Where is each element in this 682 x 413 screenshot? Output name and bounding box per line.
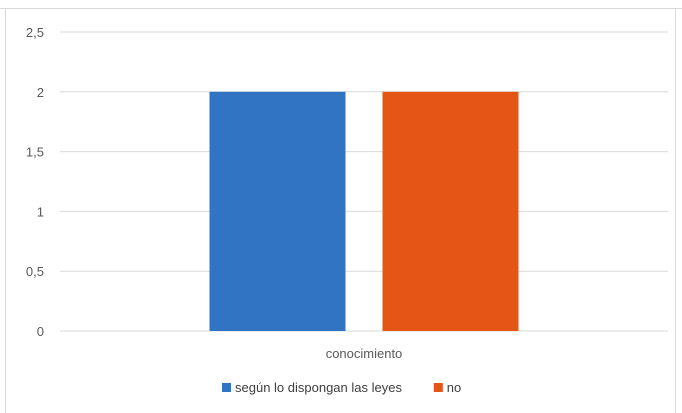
y-tick-label: 2 <box>37 85 44 100</box>
y-tick-label: 0 <box>37 324 44 339</box>
y-tick-label: 0,5 <box>26 264 44 279</box>
y-tick-label: 2,5 <box>26 25 44 40</box>
x-category-label: conocimiento <box>326 346 403 361</box>
y-tick-label: 1,5 <box>26 145 44 160</box>
bars <box>209 91 519 331</box>
gridlines <box>60 31 668 332</box>
frame-border-top <box>0 8 682 9</box>
frame-border-left <box>5 8 6 413</box>
frame-border-right <box>675 8 676 413</box>
legend-label: según lo dispongan las leyes <box>235 380 402 395</box>
y-tick-label: 1 <box>37 204 44 219</box>
legend-swatch <box>222 383 231 392</box>
bar-series-1 <box>209 91 346 331</box>
legend-swatch <box>433 383 443 392</box>
bar-series-2 <box>382 91 519 331</box>
legend: según lo dispongan las leyes no <box>222 380 461 395</box>
legend-label: no <box>447 380 461 395</box>
x-axis-category-labels: conocimiento <box>326 346 403 361</box>
y-axis-tick-labels: 0 0,5 1 1,5 2 2,5 <box>26 25 44 339</box>
